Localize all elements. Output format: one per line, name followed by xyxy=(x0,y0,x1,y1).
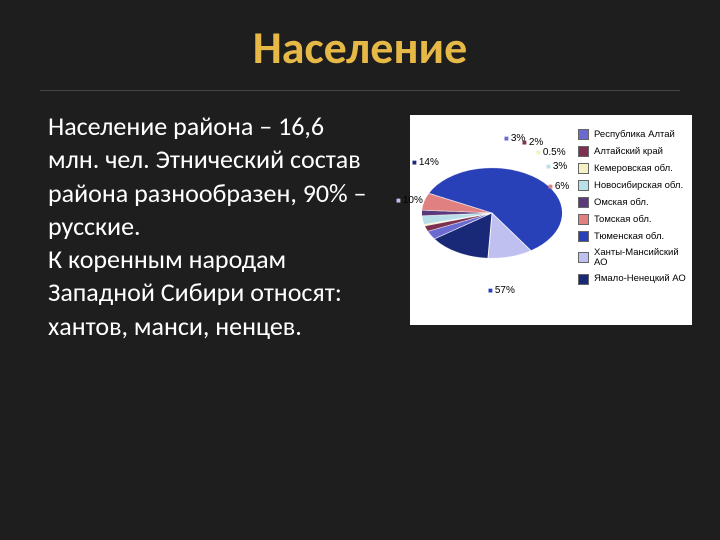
legend-label: Ямало-Ненецкий АО xyxy=(594,274,686,284)
legend-label: Омская обл. xyxy=(594,198,649,208)
legend-label: Томская обл. xyxy=(594,215,652,225)
pie-wrap xyxy=(418,139,566,287)
legend-swatch xyxy=(578,274,589,285)
pct-label: ■10% xyxy=(396,195,423,206)
legend-swatch xyxy=(578,197,589,208)
legend-label: Алтайский край xyxy=(594,147,663,157)
legend-item: Ханты-Мансийский АО xyxy=(578,248,686,268)
legend-item: Алтайский край xyxy=(578,146,686,157)
slide-title: Население xyxy=(40,20,680,91)
slide: Население Население района – 16,6 млн. ч… xyxy=(0,0,720,540)
pct-label: ■0.5% xyxy=(536,147,566,158)
pct-label: ■6% xyxy=(548,181,569,192)
pie-svg xyxy=(418,165,566,260)
body-text: Население района – 16,6 млн. чел. Этниче… xyxy=(48,110,378,343)
legend-label: Новосибирская обл. xyxy=(594,181,683,191)
pct-label: ■14% xyxy=(412,157,439,168)
legend-item: Ямало-Ненецкий АО xyxy=(578,274,686,285)
legend-item: Омская обл. xyxy=(578,197,686,208)
legend-item: Томская обл. xyxy=(578,214,686,225)
legend-swatch xyxy=(578,214,589,225)
legend-label: Кемеровская обл. xyxy=(594,164,673,174)
legend-swatch xyxy=(578,163,589,174)
pct-label: ■3% xyxy=(546,161,567,172)
legend-label: Республика Алтай xyxy=(594,130,675,140)
legend-item: Республика Алтай xyxy=(578,129,686,140)
legend-swatch xyxy=(578,146,589,157)
legend-swatch xyxy=(578,180,589,191)
pie-chart-area: ■3%■2%■0.5%■3%■6%■57%■10%■14% Республика… xyxy=(410,115,692,325)
pct-label: ■57% xyxy=(488,285,515,296)
legend-swatch xyxy=(578,231,589,242)
legend-item: Тюменская обл. xyxy=(578,231,686,242)
legend-item: Новосибирская обл. xyxy=(578,180,686,191)
legend-label: Ханты-Мансийский АО xyxy=(594,248,686,268)
legend-label: Тюменская обл. xyxy=(594,232,664,242)
legend-swatch xyxy=(578,252,589,263)
legend-swatch xyxy=(578,129,589,140)
legend-item: Кемеровская обл. xyxy=(578,163,686,174)
legend: Республика Алтай Алтайский край Кемеровска… xyxy=(578,129,686,291)
